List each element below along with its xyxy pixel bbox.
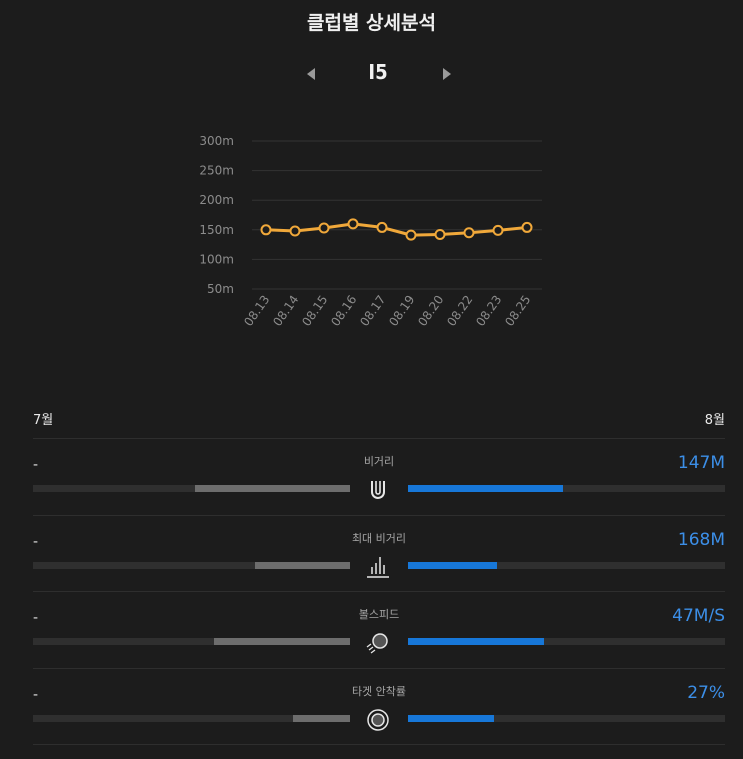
y-tick-label: 150m [199, 223, 234, 237]
stat-row-max-distance: - 최대 비거리 168M [33, 515, 725, 592]
current-bar-track [408, 715, 725, 722]
prev-bar-track [33, 638, 350, 645]
current-bar-fill [408, 715, 494, 722]
x-tick-label: 08.22 [444, 293, 475, 329]
stat-label: 볼스피드 [358, 608, 400, 621]
club-name: I5 [368, 60, 388, 84]
current-bar-track [408, 638, 725, 645]
data-point [318, 222, 330, 234]
caret-left-icon[interactable] [307, 68, 315, 80]
prev-bar-fill [213, 638, 350, 645]
stat-current-value: 47M/S [672, 606, 725, 626]
x-tick-label: 08.15 [299, 293, 330, 329]
current-bar-fill [408, 485, 564, 492]
stat-prev-value: - [33, 534, 39, 550]
stat-prev-value: - [33, 457, 39, 473]
y-tick-label: 100m [199, 252, 234, 266]
club-selector: I5 [0, 58, 743, 88]
target-icon [367, 709, 389, 731]
x-tick-label: 08.17 [357, 293, 388, 329]
y-tick-label: 200m [199, 193, 234, 207]
stat-row-ball-speed: - 볼스피드 47M/S [33, 591, 725, 668]
magnet-icon [371, 481, 385, 499]
x-tick-label: 08.14 [270, 293, 301, 329]
data-point [260, 224, 272, 236]
divider [33, 744, 725, 745]
stat-label: 최대 비거리 [351, 532, 407, 545]
stat-prev-value: - [33, 687, 39, 703]
series-line [265, 222, 528, 237]
data-point [289, 225, 301, 237]
distance-line-chart: 300m250m200m150m100m50m08.1308.1408.1508… [199, 134, 542, 329]
data-point [405, 229, 417, 241]
stat-row-distance: - 비거리 147M [33, 438, 725, 515]
prev-bar-track [33, 485, 350, 492]
y-tick-label: 50m [207, 282, 234, 296]
page-title: 클럽별 상세분석 [307, 12, 436, 34]
current-bar-track [408, 485, 725, 492]
stat-current-value: 168M [677, 530, 725, 550]
caret-right-icon[interactable] [443, 68, 451, 80]
data-point [463, 227, 475, 239]
stat-prev-value: - [33, 610, 39, 626]
current-bar-fill [408, 562, 497, 569]
x-tick-label: 08.13 [241, 293, 272, 329]
prev-bar-fill [194, 485, 350, 492]
current-bar-fill [408, 638, 545, 645]
prev-bar-fill [254, 562, 350, 569]
data-point [521, 221, 533, 233]
x-tick-label: 08.25 [502, 293, 533, 329]
month-previous: 7월 [33, 413, 54, 428]
current-bar-track [408, 562, 725, 569]
ball-speed-icon [366, 633, 388, 654]
stat-current-value: 147M [677, 453, 725, 473]
stat-label: 타겟 안착률 [351, 685, 407, 698]
x-tick-label: 08.16 [328, 293, 359, 329]
prev-bar-track [33, 715, 350, 722]
data-point [347, 218, 359, 230]
data-point [492, 224, 504, 236]
stat-current-value: 27% [687, 683, 725, 703]
stat-label: 비거리 [363, 455, 395, 468]
prev-bar-track [33, 562, 350, 569]
y-tick-label: 300m [199, 134, 234, 148]
x-tick-label: 08.20 [415, 293, 446, 329]
data-point [376, 221, 388, 233]
x-tick-label: 08.23 [473, 293, 504, 329]
month-current: 8월 [704, 413, 725, 428]
data-point [434, 229, 446, 241]
x-tick-label: 08.19 [386, 293, 417, 329]
prev-bar-fill [292, 715, 350, 722]
bar-chart-icon [367, 557, 389, 578]
stat-row-target-rate: - 타겟 안착률 27% [33, 668, 725, 745]
y-tick-label: 250m [199, 164, 234, 178]
